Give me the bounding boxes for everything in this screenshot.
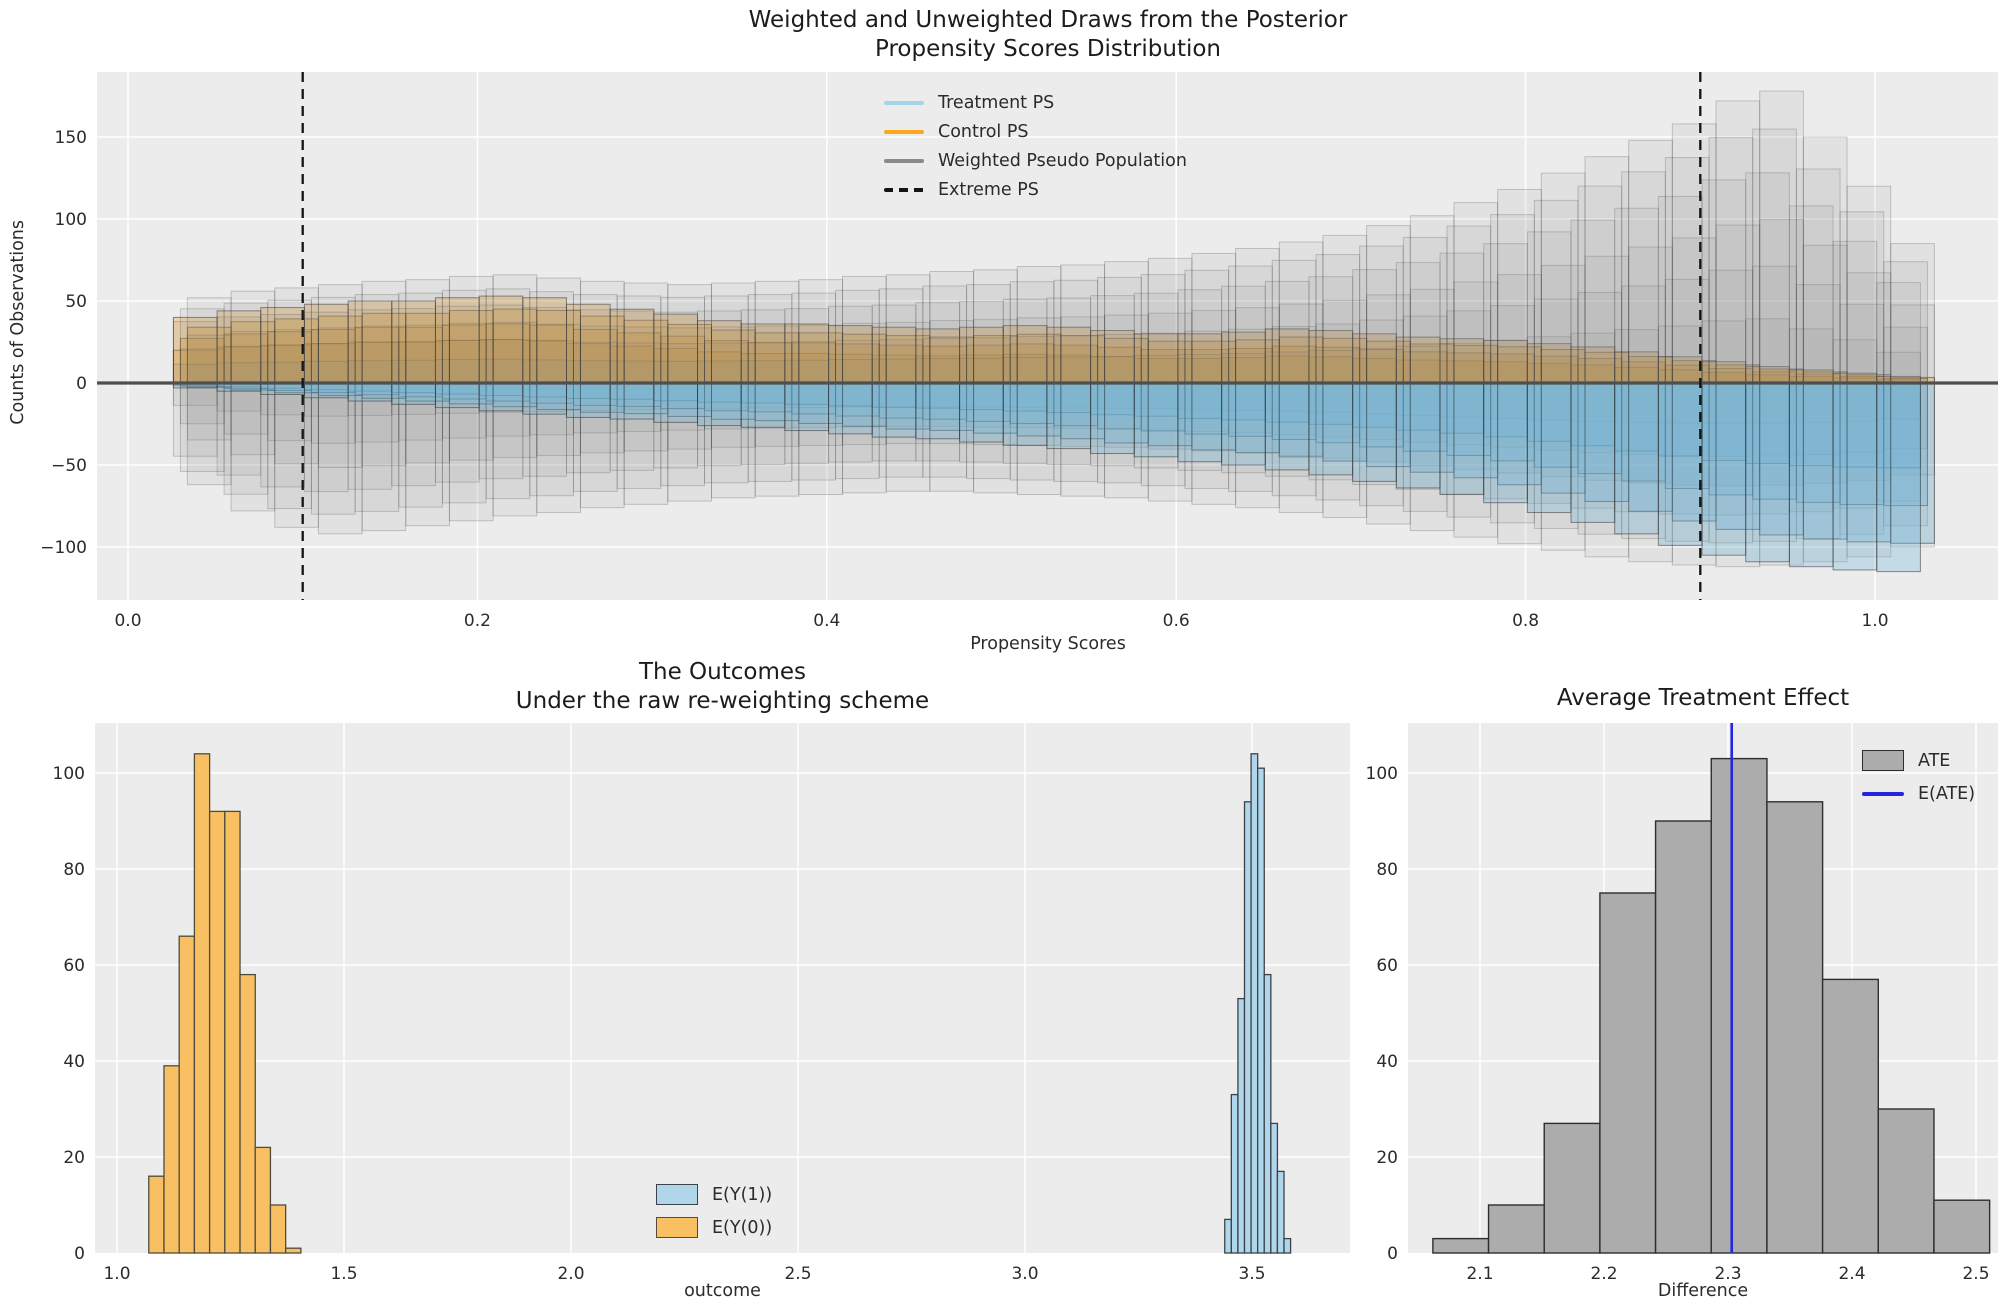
ate-title: Average Treatment Effect	[1556, 685, 1850, 711]
svg-text:−100: −100	[40, 538, 87, 558]
legend-item-control-ps: Control PS	[884, 117, 1187, 146]
svg-text:0.8: 0.8	[1512, 611, 1539, 631]
outcomes-title-line2: Under the raw re-weighting scheme	[515, 688, 930, 714]
legend-label: Weighted Pseudo Population	[938, 150, 1187, 171]
svg-text:2.5: 2.5	[1962, 1264, 1989, 1284]
svg-text:20: 20	[63, 1148, 85, 1168]
svg-text:0.6: 0.6	[1163, 611, 1190, 631]
ate-patch-swatch	[1862, 750, 1904, 771]
propensity-title-line2: Propensity Scores Distribution	[874, 36, 1222, 62]
svg-text:0.0: 0.0	[114, 611, 141, 631]
legend-label: E(Y(0))	[712, 1217, 773, 1238]
ey0-patch-swatch	[656, 1217, 698, 1238]
svg-text:40: 40	[1376, 1052, 1398, 1072]
svg-text:1.0: 1.0	[103, 1264, 130, 1284]
ate-x-axis-label: Difference	[1657, 1281, 1749, 1301]
svg-text:40: 40	[63, 1052, 85, 1072]
legend-label: Treatment PS	[938, 92, 1055, 113]
svg-text:0.2: 0.2	[464, 611, 491, 631]
legend-item-ate: ATE	[1862, 744, 1975, 777]
svg-text:3.0: 3.0	[1011, 1264, 1038, 1284]
svg-text:60: 60	[63, 956, 85, 976]
svg-text:−50: −50	[51, 456, 87, 476]
propensity-chart-title: Weighted and Unweighted Draws from the P…	[98, 6, 1998, 64]
svg-text:2.4: 2.4	[1838, 1264, 1865, 1284]
svg-text:50: 50	[65, 292, 87, 312]
svg-text:0: 0	[74, 1244, 85, 1264]
svg-text:1.0: 1.0	[1861, 611, 1888, 631]
svg-text:1.5: 1.5	[330, 1264, 357, 1284]
propensity-title-line1: Weighted and Unweighted Draws from the P…	[748, 7, 1348, 33]
ey1-patch-swatch	[656, 1184, 698, 1205]
extreme-ps-dashed-line-swatch	[884, 187, 924, 192]
legend-label: E(ATE)	[1918, 783, 1976, 804]
legend-label: Extreme PS	[938, 179, 1039, 200]
propensity-x-axis-label: Propensity Scores	[970, 634, 1126, 654]
legend-item-e-ate: E(ATE)	[1862, 777, 1975, 810]
svg-text:20: 20	[1376, 1148, 1398, 1168]
svg-text:80: 80	[63, 860, 85, 880]
svg-text:60: 60	[1376, 956, 1398, 976]
svg-text:2.0: 2.0	[557, 1264, 584, 1284]
outcomes-x-axis-label: outcome	[684, 1281, 761, 1301]
svg-text:100: 100	[53, 764, 85, 784]
legend-item-weighted-pseudo-population: Weighted Pseudo Population	[884, 146, 1187, 175]
outcomes-title-line1: The Outcomes	[638, 659, 807, 685]
legend-label: ATE	[1918, 750, 1951, 771]
svg-text:80: 80	[1376, 860, 1398, 880]
svg-text:0: 0	[1387, 1244, 1398, 1264]
svg-text:100: 100	[55, 210, 87, 230]
ate-legend: ATE E(ATE)	[1862, 744, 1975, 810]
legend-label: E(Y(1))	[712, 1184, 773, 1205]
svg-text:2.1: 2.1	[1466, 1264, 1493, 1284]
legend-item-ey1: E(Y(1))	[656, 1178, 772, 1211]
svg-text:100: 100	[1366, 764, 1398, 784]
treatment-ps-line-swatch	[884, 100, 924, 105]
svg-text:2.2: 2.2	[1590, 1264, 1617, 1284]
svg-text:150: 150	[55, 128, 87, 148]
weighted-pseudo-population-line-swatch	[884, 158, 924, 163]
svg-text:2.3: 2.3	[1714, 1264, 1741, 1284]
control-ps-line-swatch	[884, 129, 924, 134]
ate-chart-title: Average Treatment Effect	[1408, 684, 1998, 713]
propensity-y-axis-label: Counts of Observations	[8, 220, 28, 425]
legend-label: Control PS	[938, 121, 1029, 142]
svg-text:0: 0	[76, 374, 87, 394]
legend-item-extreme-ps: Extreme PS	[884, 175, 1187, 204]
outcomes-chart-title: The Outcomes Under the raw re-weighting …	[95, 658, 1350, 716]
legend-item-treatment-ps: Treatment PS	[884, 88, 1187, 117]
svg-text:0.4: 0.4	[813, 611, 840, 631]
propensity-legend: Treatment PS Control PS Weighted Pseudo …	[884, 88, 1187, 204]
e-ate-line-swatch	[1862, 791, 1904, 796]
svg-text:3.5: 3.5	[1238, 1264, 1265, 1284]
outcomes-legend: E(Y(1)) E(Y(0))	[656, 1178, 772, 1244]
svg-text:2.5: 2.5	[784, 1264, 811, 1284]
legend-item-ey0: E(Y(0))	[656, 1211, 772, 1244]
